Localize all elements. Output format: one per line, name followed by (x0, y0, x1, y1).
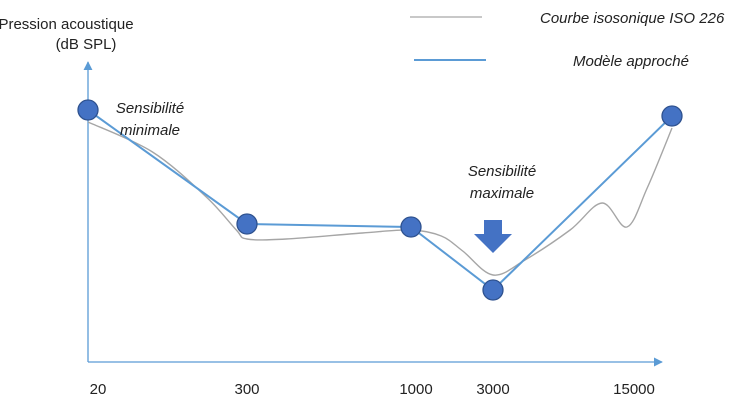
data-point (661, 105, 683, 127)
data-point (400, 216, 422, 238)
series-layer (77, 99, 683, 301)
annotation-max-line-2: maximale (470, 185, 534, 202)
y-axis-label-line-1: Pression acoustique (0, 16, 134, 33)
annotation-min-line-2: minimale (120, 122, 180, 139)
annotation-min-line-1: Sensibilité (116, 100, 184, 117)
down-arrow-icon (474, 220, 512, 253)
series-line-iso226 (87, 121, 673, 276)
annotation-max-sensitivity: Sensibilité maximale (468, 163, 536, 253)
annotation-min-sensitivity: Sensibilité minimale (116, 100, 184, 139)
x-tick-label: 300 (234, 381, 259, 396)
legend-label-iso226: Courbe isosonique ISO 226 (540, 10, 725, 27)
x-tick-label: 15000 (613, 381, 655, 396)
legend-label-model: Modèle approché (573, 53, 689, 70)
data-point (236, 213, 258, 235)
annotation-max-line-1: Sensibilité (468, 163, 536, 180)
legend: Courbe isosonique ISO 226 Modèle approch… (410, 10, 725, 70)
x-tick-label: 20 (90, 381, 107, 396)
x-tick-labels: 20 300 1000 3000 15000 (90, 381, 655, 396)
data-point (482, 279, 504, 301)
x-tick-label: 3000 (476, 381, 509, 396)
data-point (77, 99, 99, 121)
y-axis-label-line-2: (dB SPL) (56, 36, 117, 53)
x-tick-label: 1000 (399, 381, 432, 396)
